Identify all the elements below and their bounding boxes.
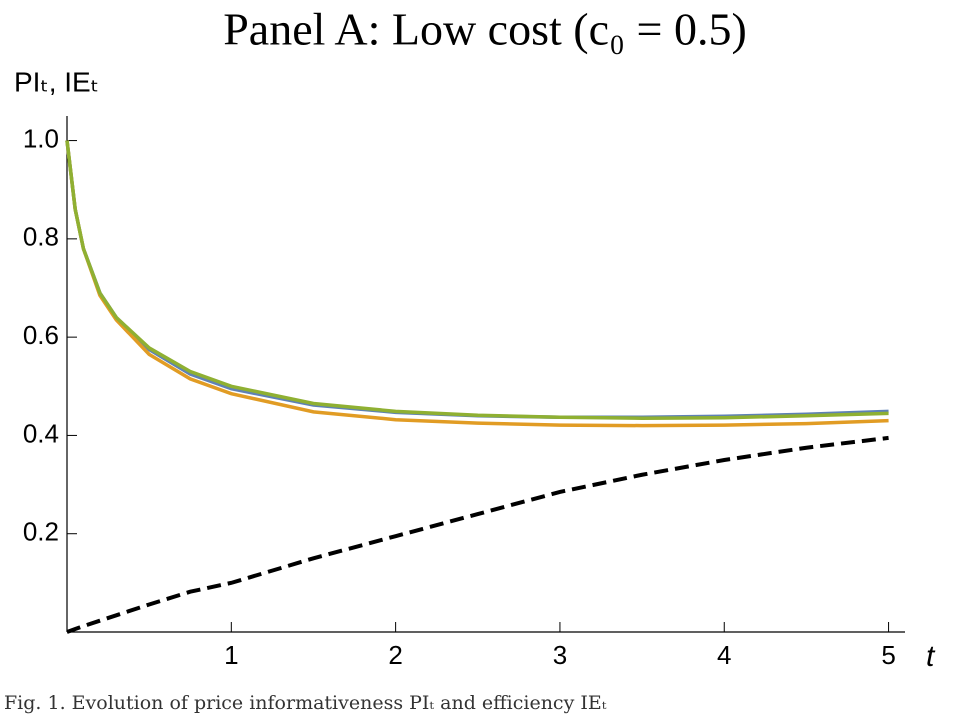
caption: Fig. 1. Evolution of price informativene…: [4, 692, 607, 714]
x-tick-label: 5: [881, 640, 895, 670]
series-line: [65, 140, 889, 419]
chart-title: Panel A: Low cost (c₀ = 0.5): [223, 4, 747, 55]
series-line: [65, 140, 889, 428]
x-tick-label: 2: [388, 640, 402, 670]
y-axis-label: PIₜ, IEₜ: [14, 66, 99, 97]
y-tick-label: 0.2: [23, 517, 59, 547]
x-tick-label: 1: [224, 640, 238, 670]
x-axis-label: t: [926, 640, 936, 673]
y-tick-label: 0.6: [23, 320, 59, 350]
y-tick-label: 0.8: [23, 222, 59, 252]
series-line: [66, 435, 889, 634]
x-tick-label: 4: [717, 640, 731, 670]
series-line: [65, 140, 889, 420]
y-tick-label: 1.0: [23, 123, 59, 153]
x-tick-label: 3: [553, 640, 567, 670]
y-tick-label: 0.4: [23, 418, 59, 448]
